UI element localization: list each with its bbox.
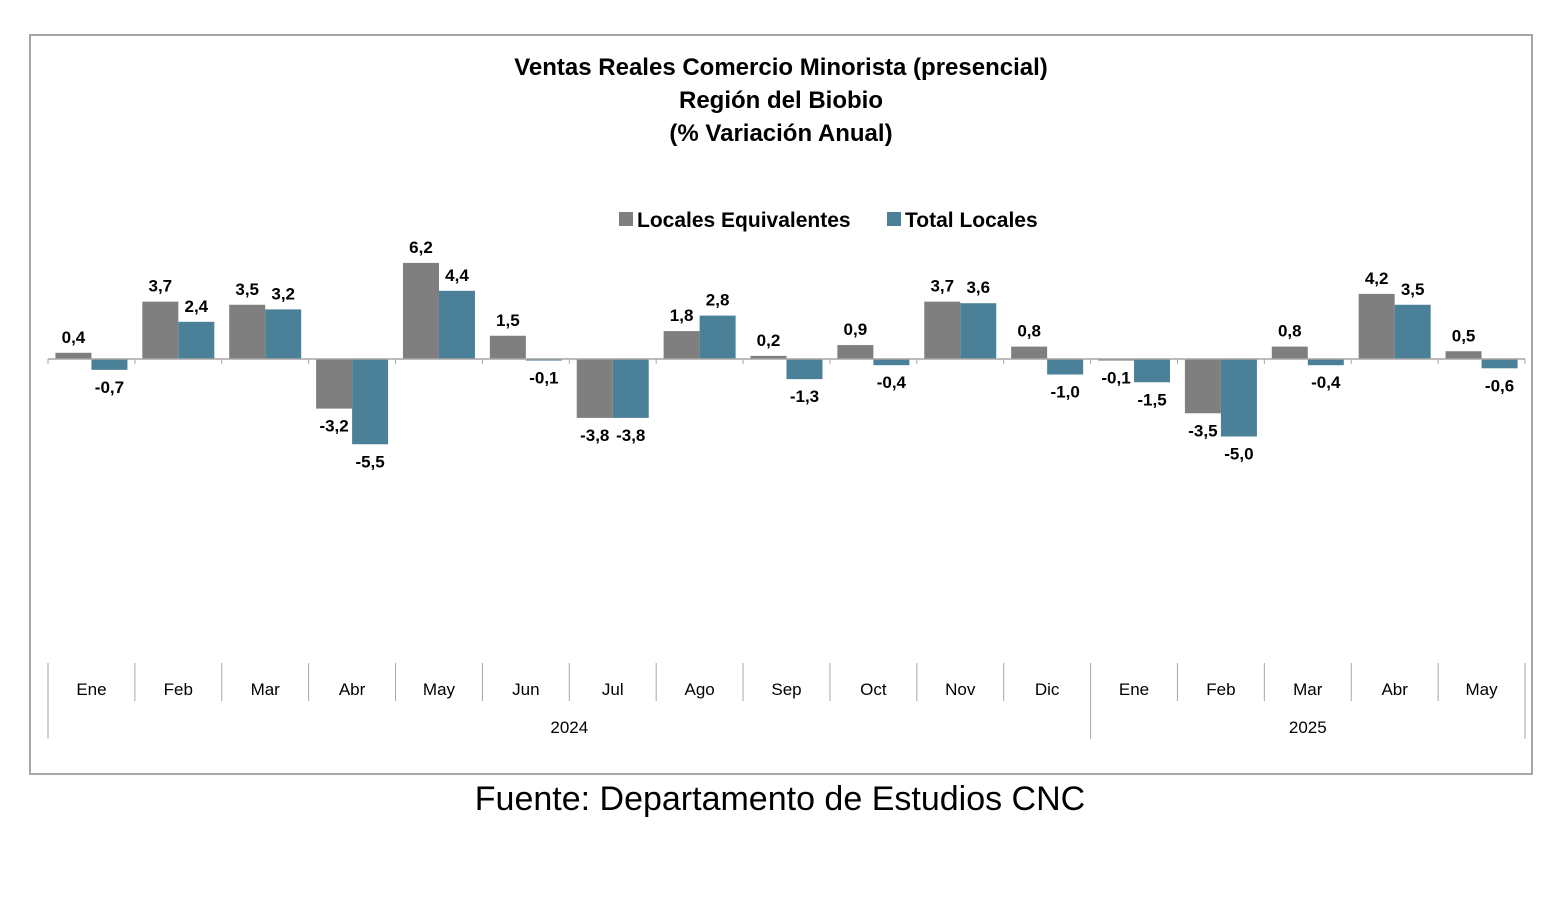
data-label: 2,4 [185,297,209,316]
bar-locales-equivalentes [924,301,961,359]
bar-locales-equivalentes [316,359,353,409]
data-label: -0,1 [1101,369,1130,388]
data-label: -0,4 [877,373,907,392]
bar-locales-equivalentes [489,335,526,359]
data-label: 1,8 [670,306,694,325]
bar-locales-equivalentes [229,304,266,359]
data-label: -3,5 [1188,421,1217,440]
month-tick-label: Feb [1206,680,1235,699]
month-tick-label: Ene [1119,680,1149,699]
chart-title-line: Región del Biobio [679,87,883,114]
source-note: Fuente: Departamento de Estudios CNC [474,780,1086,818]
year-label: 2025 [1289,718,1327,737]
data-label: -3,8 [580,426,609,445]
bar-locales-equivalentes [1445,351,1482,359]
bar-locales-equivalentes [1358,293,1395,359]
data-label: 3,5 [1401,280,1425,299]
data-label: 0,8 [1017,322,1041,341]
data-label: 0,9 [844,320,868,339]
bar-total-locales [1220,359,1257,437]
legend-swatch [887,212,901,226]
data-label: 1,5 [496,311,520,330]
bar-total-locales [265,309,302,359]
bar-locales-equivalentes [576,359,613,418]
bar-locales-equivalentes [142,301,179,359]
month-tick-label: Feb [164,680,193,699]
data-label: -0,6 [1485,376,1514,395]
data-label: -3,2 [319,417,348,436]
data-label: 6,2 [409,238,433,257]
bar-total-locales [1047,359,1084,375]
bar-locales-equivalentes [1011,346,1048,359]
month-tick-label: Jul [602,680,624,699]
chart-title-line: (% Variación Anual) [669,120,892,147]
data-label: 0,5 [1452,326,1476,345]
bar-locales-equivalentes [1184,359,1221,414]
data-label: 3,2 [271,284,295,303]
bar-locales-equivalentes [750,355,787,359]
bar-total-locales [1394,304,1431,359]
bar-locales-equivalentes [1098,359,1135,361]
month-tick-label: Sep [771,680,801,699]
bar-total-locales [786,359,823,380]
bar-total-locales [1134,359,1171,383]
month-tick-label: Mar [1293,680,1323,699]
month-tick-label: May [423,680,456,699]
month-tick-label: Dic [1035,680,1060,699]
month-tick-label: Abr [1381,680,1408,699]
month-tick-label: Oct [860,680,887,699]
bar-total-locales [525,359,562,361]
bar-total-locales [699,315,736,359]
data-label: -5,5 [355,452,384,471]
bar-total-locales [438,290,475,359]
month-tick-label: May [1465,680,1498,699]
legend-swatch [619,212,633,226]
bar-total-locales [178,321,215,359]
data-label: 3,7 [149,277,173,296]
bar-total-locales [352,359,389,445]
data-label: 4,2 [1365,269,1389,288]
bar-locales-equivalentes [837,345,874,359]
data-label: -1,0 [1050,383,1079,402]
data-label: -0,4 [1311,373,1341,392]
bar-total-locales [873,359,910,366]
data-label: -5,0 [1224,445,1253,464]
bar-locales-equivalentes [1271,346,1308,359]
bar-total-locales [612,359,649,418]
data-label: -1,3 [790,387,819,406]
month-tick-label: Abr [339,680,366,699]
data-label: 0,8 [1278,322,1302,341]
bar-total-locales [1481,359,1518,369]
data-label: 3,6 [966,278,990,297]
data-label: -3,8 [616,426,645,445]
month-tick-label: Ago [684,680,714,699]
legend-label: Locales Equivalentes [637,209,851,232]
chart-frame [29,34,1533,775]
data-label: 0,2 [757,331,781,350]
month-tick-label: Mar [251,680,281,699]
data-label: 0,4 [62,328,86,347]
data-label: -0,7 [95,378,124,397]
month-tick-label: Ene [76,680,106,699]
year-label: 2024 [550,718,588,737]
legend-label: Total Locales [905,209,1038,232]
bar-total-locales [1307,359,1344,366]
bar-locales-equivalentes [55,352,92,359]
data-label: 3,5 [235,280,259,299]
month-tick-label: Nov [945,680,976,699]
month-tick-label: Jun [512,680,539,699]
bar-total-locales [960,303,997,359]
data-label: -1,5 [1137,390,1166,409]
data-label: 2,8 [706,291,730,310]
data-label: 4,4 [445,266,469,285]
bar-locales-equivalentes [402,262,439,359]
data-label: -0,1 [529,369,558,388]
bar-total-locales [91,359,128,370]
chart-title-line: Ventas Reales Comercio Minorista (presen… [514,54,1048,81]
bar-locales-equivalentes [663,331,700,359]
data-label: 3,7 [930,277,954,296]
